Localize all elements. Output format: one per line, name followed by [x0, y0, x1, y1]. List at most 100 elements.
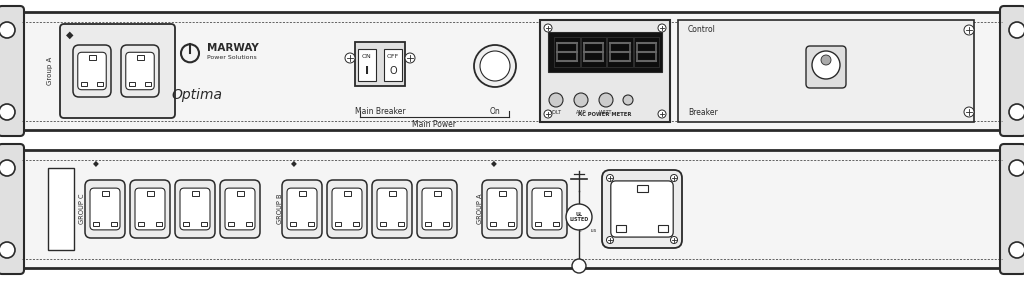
Text: OFF: OFF [387, 54, 399, 60]
Circle shape [566, 204, 592, 230]
FancyBboxPatch shape [287, 188, 317, 230]
Text: Main Breaker: Main Breaker [354, 107, 406, 116]
Text: GROUP C: GROUP C [79, 194, 85, 224]
Circle shape [812, 51, 840, 79]
Bar [88, 55, 95, 60]
FancyBboxPatch shape [482, 180, 522, 238]
Circle shape [474, 45, 516, 87]
Circle shape [671, 175, 678, 182]
FancyBboxPatch shape [121, 45, 159, 97]
Text: On: On [489, 107, 501, 116]
Bar [343, 191, 350, 196]
FancyBboxPatch shape [180, 188, 210, 230]
Text: ON: ON [362, 54, 372, 60]
FancyBboxPatch shape [225, 188, 255, 230]
Text: ◆: ◆ [291, 160, 297, 169]
Circle shape [544, 24, 552, 32]
Bar [433, 191, 440, 196]
Bar [228, 222, 234, 226]
Bar [658, 225, 669, 232]
Bar [822, 63, 830, 73]
Circle shape [658, 110, 666, 118]
Text: WATT: WATT [599, 110, 612, 115]
Circle shape [549, 93, 563, 107]
Text: GROUP B: GROUP B [278, 194, 283, 224]
Bar [443, 222, 449, 226]
Bar [540, 20, 670, 122]
FancyBboxPatch shape [175, 180, 215, 238]
Bar [101, 191, 109, 196]
Bar [490, 222, 496, 226]
Bar [299, 191, 305, 196]
Circle shape [572, 259, 586, 273]
Bar [145, 82, 152, 86]
FancyBboxPatch shape [327, 180, 367, 238]
Bar [581, 37, 606, 67]
FancyBboxPatch shape [377, 188, 407, 230]
Bar [129, 82, 135, 86]
Circle shape [544, 110, 552, 118]
Circle shape [671, 237, 678, 243]
FancyBboxPatch shape [78, 52, 106, 90]
Bar [237, 191, 244, 196]
Circle shape [0, 160, 15, 176]
Bar [138, 222, 144, 226]
Bar [607, 37, 633, 67]
Bar [183, 222, 189, 226]
Text: AC POWER METER: AC POWER METER [579, 113, 632, 118]
Bar [355, 42, 406, 86]
Text: c      us: c us [580, 228, 597, 233]
Bar [81, 82, 87, 86]
FancyBboxPatch shape [1000, 144, 1024, 274]
FancyBboxPatch shape [126, 52, 155, 90]
Text: ◆: ◆ [66, 30, 74, 40]
FancyBboxPatch shape [0, 144, 24, 274]
Text: Main Power: Main Power [413, 120, 457, 129]
FancyBboxPatch shape [532, 188, 562, 230]
Bar [201, 222, 207, 226]
FancyBboxPatch shape [85, 180, 125, 238]
Bar [191, 191, 199, 196]
Bar [246, 222, 252, 226]
FancyBboxPatch shape [417, 180, 457, 238]
Circle shape [0, 104, 15, 120]
Bar [136, 55, 143, 60]
FancyBboxPatch shape [0, 6, 24, 136]
Bar [353, 222, 359, 226]
Bar [93, 222, 99, 226]
Bar [499, 191, 506, 196]
Circle shape [964, 25, 974, 35]
Bar [156, 222, 162, 226]
Bar [358, 49, 376, 81]
Bar [425, 222, 431, 226]
FancyBboxPatch shape [73, 45, 111, 97]
Circle shape [599, 93, 613, 107]
Bar [554, 37, 580, 67]
FancyBboxPatch shape [130, 180, 170, 238]
Bar [380, 222, 386, 226]
Bar [97, 82, 103, 86]
Bar [535, 222, 541, 226]
FancyBboxPatch shape [806, 46, 846, 88]
Text: Breaker: Breaker [688, 108, 718, 117]
Circle shape [623, 95, 633, 105]
Circle shape [574, 93, 588, 107]
FancyBboxPatch shape [135, 188, 165, 230]
Circle shape [0, 242, 15, 258]
Circle shape [1009, 242, 1024, 258]
Text: GROUP A: GROUP A [477, 194, 483, 224]
Text: MARWAY: MARWAY [207, 43, 259, 53]
Text: ◆: ◆ [492, 160, 497, 169]
Circle shape [480, 51, 510, 81]
Bar [637, 185, 647, 192]
Circle shape [821, 55, 831, 65]
FancyBboxPatch shape [527, 180, 567, 238]
Bar [384, 49, 402, 81]
Bar [111, 222, 117, 226]
FancyBboxPatch shape [282, 180, 322, 238]
Text: I: I [365, 66, 369, 76]
Text: Control: Control [688, 25, 716, 34]
Bar [146, 191, 154, 196]
FancyBboxPatch shape [372, 180, 412, 238]
Circle shape [345, 53, 355, 63]
